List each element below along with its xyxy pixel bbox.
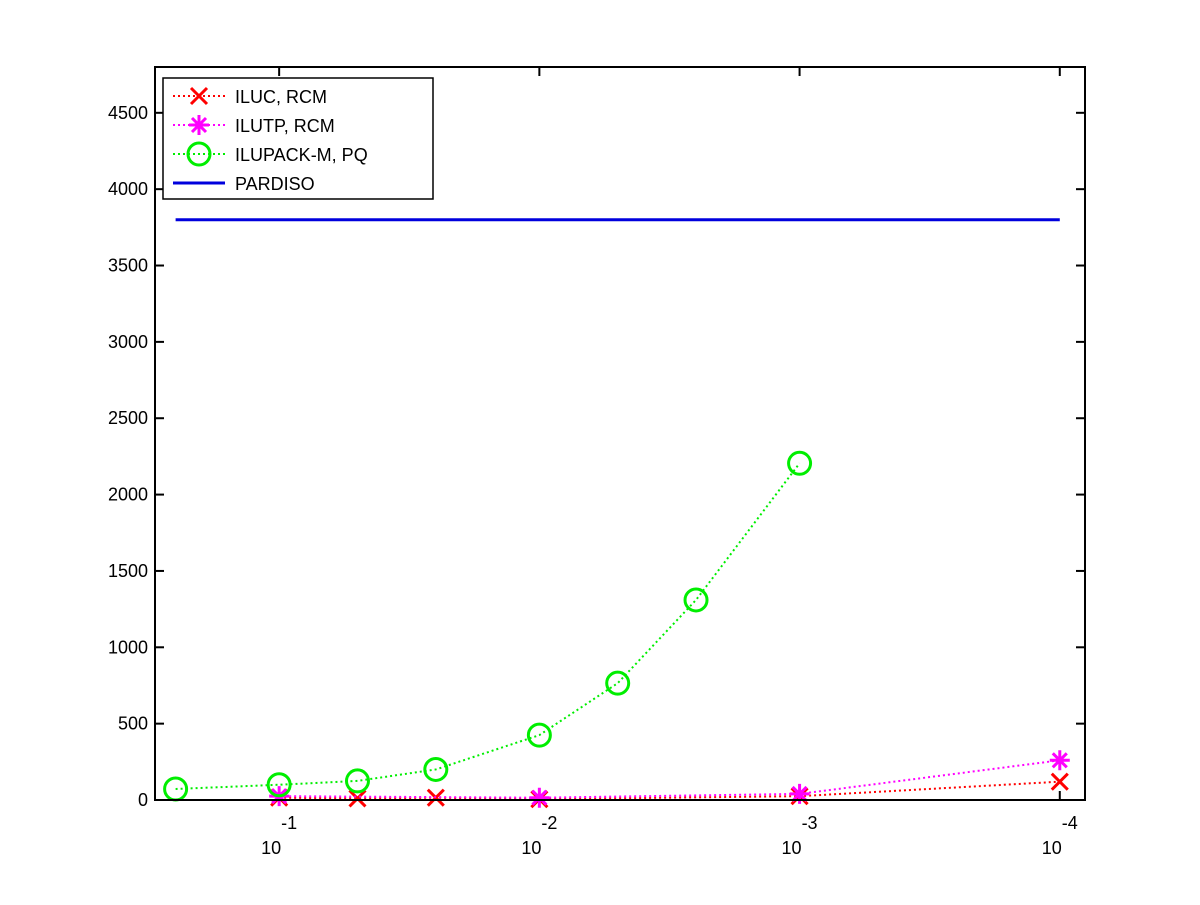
x-tick-label: 10: [521, 838, 541, 858]
marker-star: [1049, 750, 1070, 771]
x-tick-label: 10: [782, 838, 802, 858]
marker-x: [1050, 772, 1069, 791]
x-tick-label: 10: [261, 838, 281, 858]
marker-circle: [605, 670, 631, 696]
marker-circle: [787, 450, 813, 476]
y-tick-label: 1500: [108, 561, 148, 581]
legend-marker-circle: [186, 141, 212, 167]
legend-marker-x: [189, 86, 209, 106]
marker-circle: [344, 768, 370, 794]
y-tick-label: 2000: [108, 485, 148, 505]
series-line: [279, 780, 1060, 801]
x-tick-exponent: -1: [281, 813, 297, 833]
x-tick-label: 10: [1042, 838, 1062, 858]
x-tick-exponent: -2: [541, 813, 557, 833]
legend-box: [162, 77, 434, 200]
y-tick-label: 3500: [108, 256, 148, 276]
marker-star: [789, 783, 810, 804]
marker-circle: [526, 722, 552, 748]
marker-x: [348, 789, 367, 808]
legend-label: PARDISO: [235, 174, 315, 194]
x-tick-exponent: -3: [802, 813, 818, 833]
marker-circle: [423, 756, 449, 782]
marker-circle: [266, 772, 292, 798]
x-tick-exponent: -4: [1062, 813, 1078, 833]
y-tick-label: 500: [118, 714, 148, 734]
marker-star: [529, 787, 550, 808]
legend-label: ILUPACK-M, PQ: [235, 145, 368, 165]
y-tick-label: 3000: [108, 332, 148, 352]
series-line: [279, 759, 1060, 799]
series-line: [175, 462, 801, 791]
y-tick-label: 0: [138, 790, 148, 810]
y-tick-label: 4500: [108, 103, 148, 123]
legend-marker: [189, 86, 209, 106]
legend-label: ILUTP, RCM: [235, 116, 335, 136]
y-tick-label: 1000: [108, 637, 148, 657]
legend-label: ILUC, RCM: [235, 87, 327, 107]
legend-marker: [189, 115, 209, 135]
y-tick-label: 4000: [108, 179, 148, 199]
legend-marker-star: [189, 115, 209, 135]
plot-frame: [154, 66, 1086, 801]
marker-circle: [683, 587, 709, 613]
legend-marker: [186, 141, 212, 167]
y-tick-label: 2500: [108, 408, 148, 428]
